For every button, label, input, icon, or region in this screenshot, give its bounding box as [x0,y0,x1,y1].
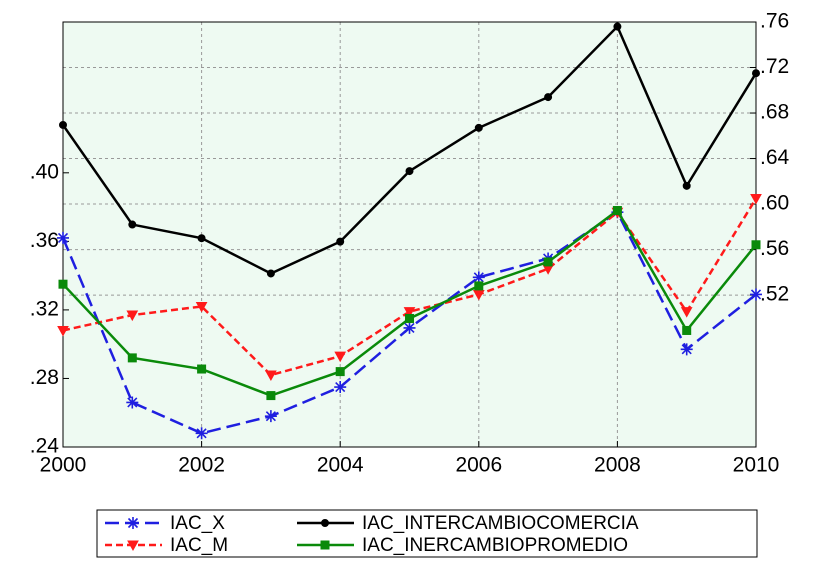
marker [195,301,208,313]
marker [682,325,692,335]
x-tick-label: 2010 [733,454,780,477]
marker [195,427,208,440]
marker [405,167,414,176]
marker [612,206,622,216]
marker [59,120,67,129]
marker [751,240,761,250]
y-tick-label: .32 [30,297,59,320]
marker [405,313,414,323]
marker [264,410,277,423]
y2-tick-label: .56 [760,237,789,260]
y2-tick-label: .72 [760,55,789,78]
marker [544,93,553,102]
legend-label: IAC_X [170,513,225,534]
y2-tick-label: .76 [760,10,789,33]
marker [613,22,622,31]
x-tick-label: 2008 [594,454,641,477]
marker [543,257,553,267]
plot-area [63,22,756,447]
y-tick-label: .28 [30,366,59,389]
marker [127,353,137,363]
marker [752,69,760,78]
marker [57,231,69,244]
legend-label: IAC_INERCAMBIOPROMEDIO [362,535,628,556]
legend-label: IAC_INTERCAMBIOCOMERCIA [362,513,639,534]
legend-marker [320,540,330,550]
marker [197,234,206,243]
marker [472,289,485,301]
marker [750,288,762,301]
legend-label: IAC_M [170,535,228,556]
marker [126,396,139,409]
marker [335,367,345,377]
marker [403,307,416,318]
y-tick-label: .24 [30,435,60,458]
marker [334,351,347,363]
x-tick-label: 2004 [317,454,364,477]
legend-marker [127,540,139,552]
marker [680,307,693,318]
y2-tick-label: .68 [760,101,789,124]
x-tick-label: 2006 [455,454,502,477]
legend-marker [127,517,139,529]
marker [197,364,207,374]
marker [334,381,347,394]
marker [472,271,485,284]
marker [680,343,693,356]
x-tick-label: 2002 [178,454,225,477]
marker [128,220,137,229]
y-tick-label: .40 [30,160,59,183]
marker [336,237,345,246]
y2-tick-label: .52 [760,283,789,306]
marker [266,391,276,401]
marker [474,281,484,291]
marker [265,370,277,382]
x-tick-label: 2000 [40,454,87,477]
marker [403,321,416,334]
legend-marker [321,519,329,527]
marker [126,310,139,322]
legend-box [96,509,758,558]
marker [58,279,68,289]
y2-tick-label: .60 [760,192,789,215]
marker [57,325,69,337]
marker [266,269,275,278]
y-tick-label: .36 [30,229,59,252]
marker [750,194,762,205]
marker [474,123,483,132]
y2-tick-label: .64 [760,146,790,169]
marker [682,181,691,190]
